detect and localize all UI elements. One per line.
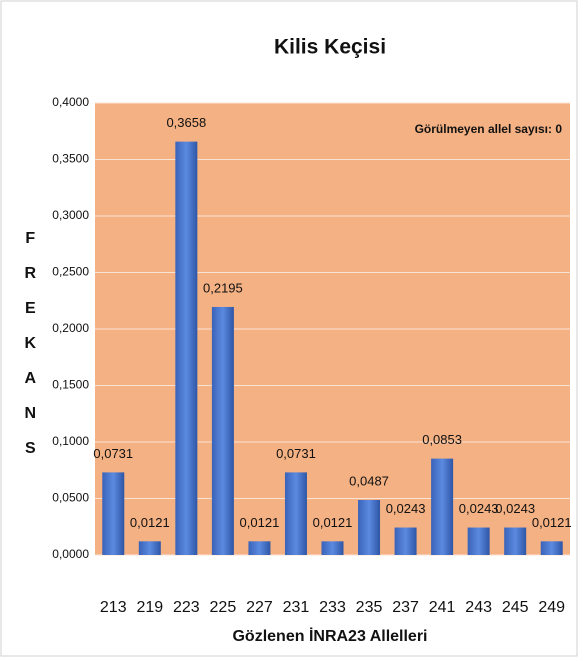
y-tick-label: 0,1000	[52, 434, 89, 448]
y-tick-label: 0,4000	[52, 95, 89, 109]
value-label: 0,0121	[313, 515, 353, 530]
bar	[284, 472, 307, 555]
x-axis-label: Gözlenen İNRA23 Allelleri	[232, 627, 427, 645]
bar	[211, 306, 234, 555]
x-tick-label: 233	[319, 599, 346, 616]
value-label: 0,0243	[386, 501, 426, 516]
y-tick-label: 0,3000	[52, 208, 89, 222]
value-label: 0,2195	[203, 280, 243, 295]
value-label: 0,0487	[349, 473, 389, 488]
x-tick-label: 213	[100, 599, 127, 616]
x-tick-label: 225	[210, 599, 237, 616]
y-tick-label: 0,3500	[52, 152, 89, 166]
value-label: 0,0121	[130, 515, 170, 530]
bar	[431, 458, 454, 555]
x-tick-label: 241	[429, 599, 456, 616]
bar	[394, 527, 417, 555]
x-tick-label: 245	[502, 599, 529, 616]
bar	[138, 541, 161, 555]
chart-title: Kilis Keçisi	[274, 36, 386, 59]
bar	[540, 541, 563, 555]
y-tick-label: 0,2500	[52, 265, 89, 279]
value-label: 0,0243	[495, 501, 535, 516]
bar	[102, 472, 125, 555]
y-tick-label: 0,0500	[52, 491, 89, 505]
value-label: 0,3658	[166, 115, 206, 130]
bar	[467, 527, 490, 555]
x-tick-label: 231	[283, 599, 310, 616]
value-label: 0,0121	[240, 515, 280, 530]
bar	[358, 499, 381, 555]
x-tick-label: 243	[465, 599, 492, 616]
value-label: 0,0731	[93, 446, 133, 461]
bar	[175, 141, 198, 555]
x-tick-label: 219	[136, 599, 163, 616]
value-label: 0,0121	[532, 515, 572, 530]
y-axis-label: FREKANS	[22, 230, 39, 475]
y-tick-label: 0,1500	[52, 378, 89, 392]
y-tick-label: 0,2000	[52, 321, 89, 335]
value-label: 0,0731	[276, 446, 316, 461]
x-tick-label: 235	[356, 599, 383, 616]
x-tick-label: 237	[392, 599, 419, 616]
x-tick-label: 227	[246, 599, 273, 616]
x-tick-label: 223	[173, 599, 200, 616]
value-label: 0,0243	[459, 501, 499, 516]
value-label: 0,0853	[422, 432, 462, 447]
bar	[321, 541, 344, 555]
x-tick-label: 249	[538, 599, 565, 616]
bar	[248, 541, 271, 555]
annotation: Görülmeyen allel sayısı: 0	[415, 122, 563, 136]
y-tick-label: 0,0000	[52, 547, 89, 561]
bar	[504, 527, 527, 555]
